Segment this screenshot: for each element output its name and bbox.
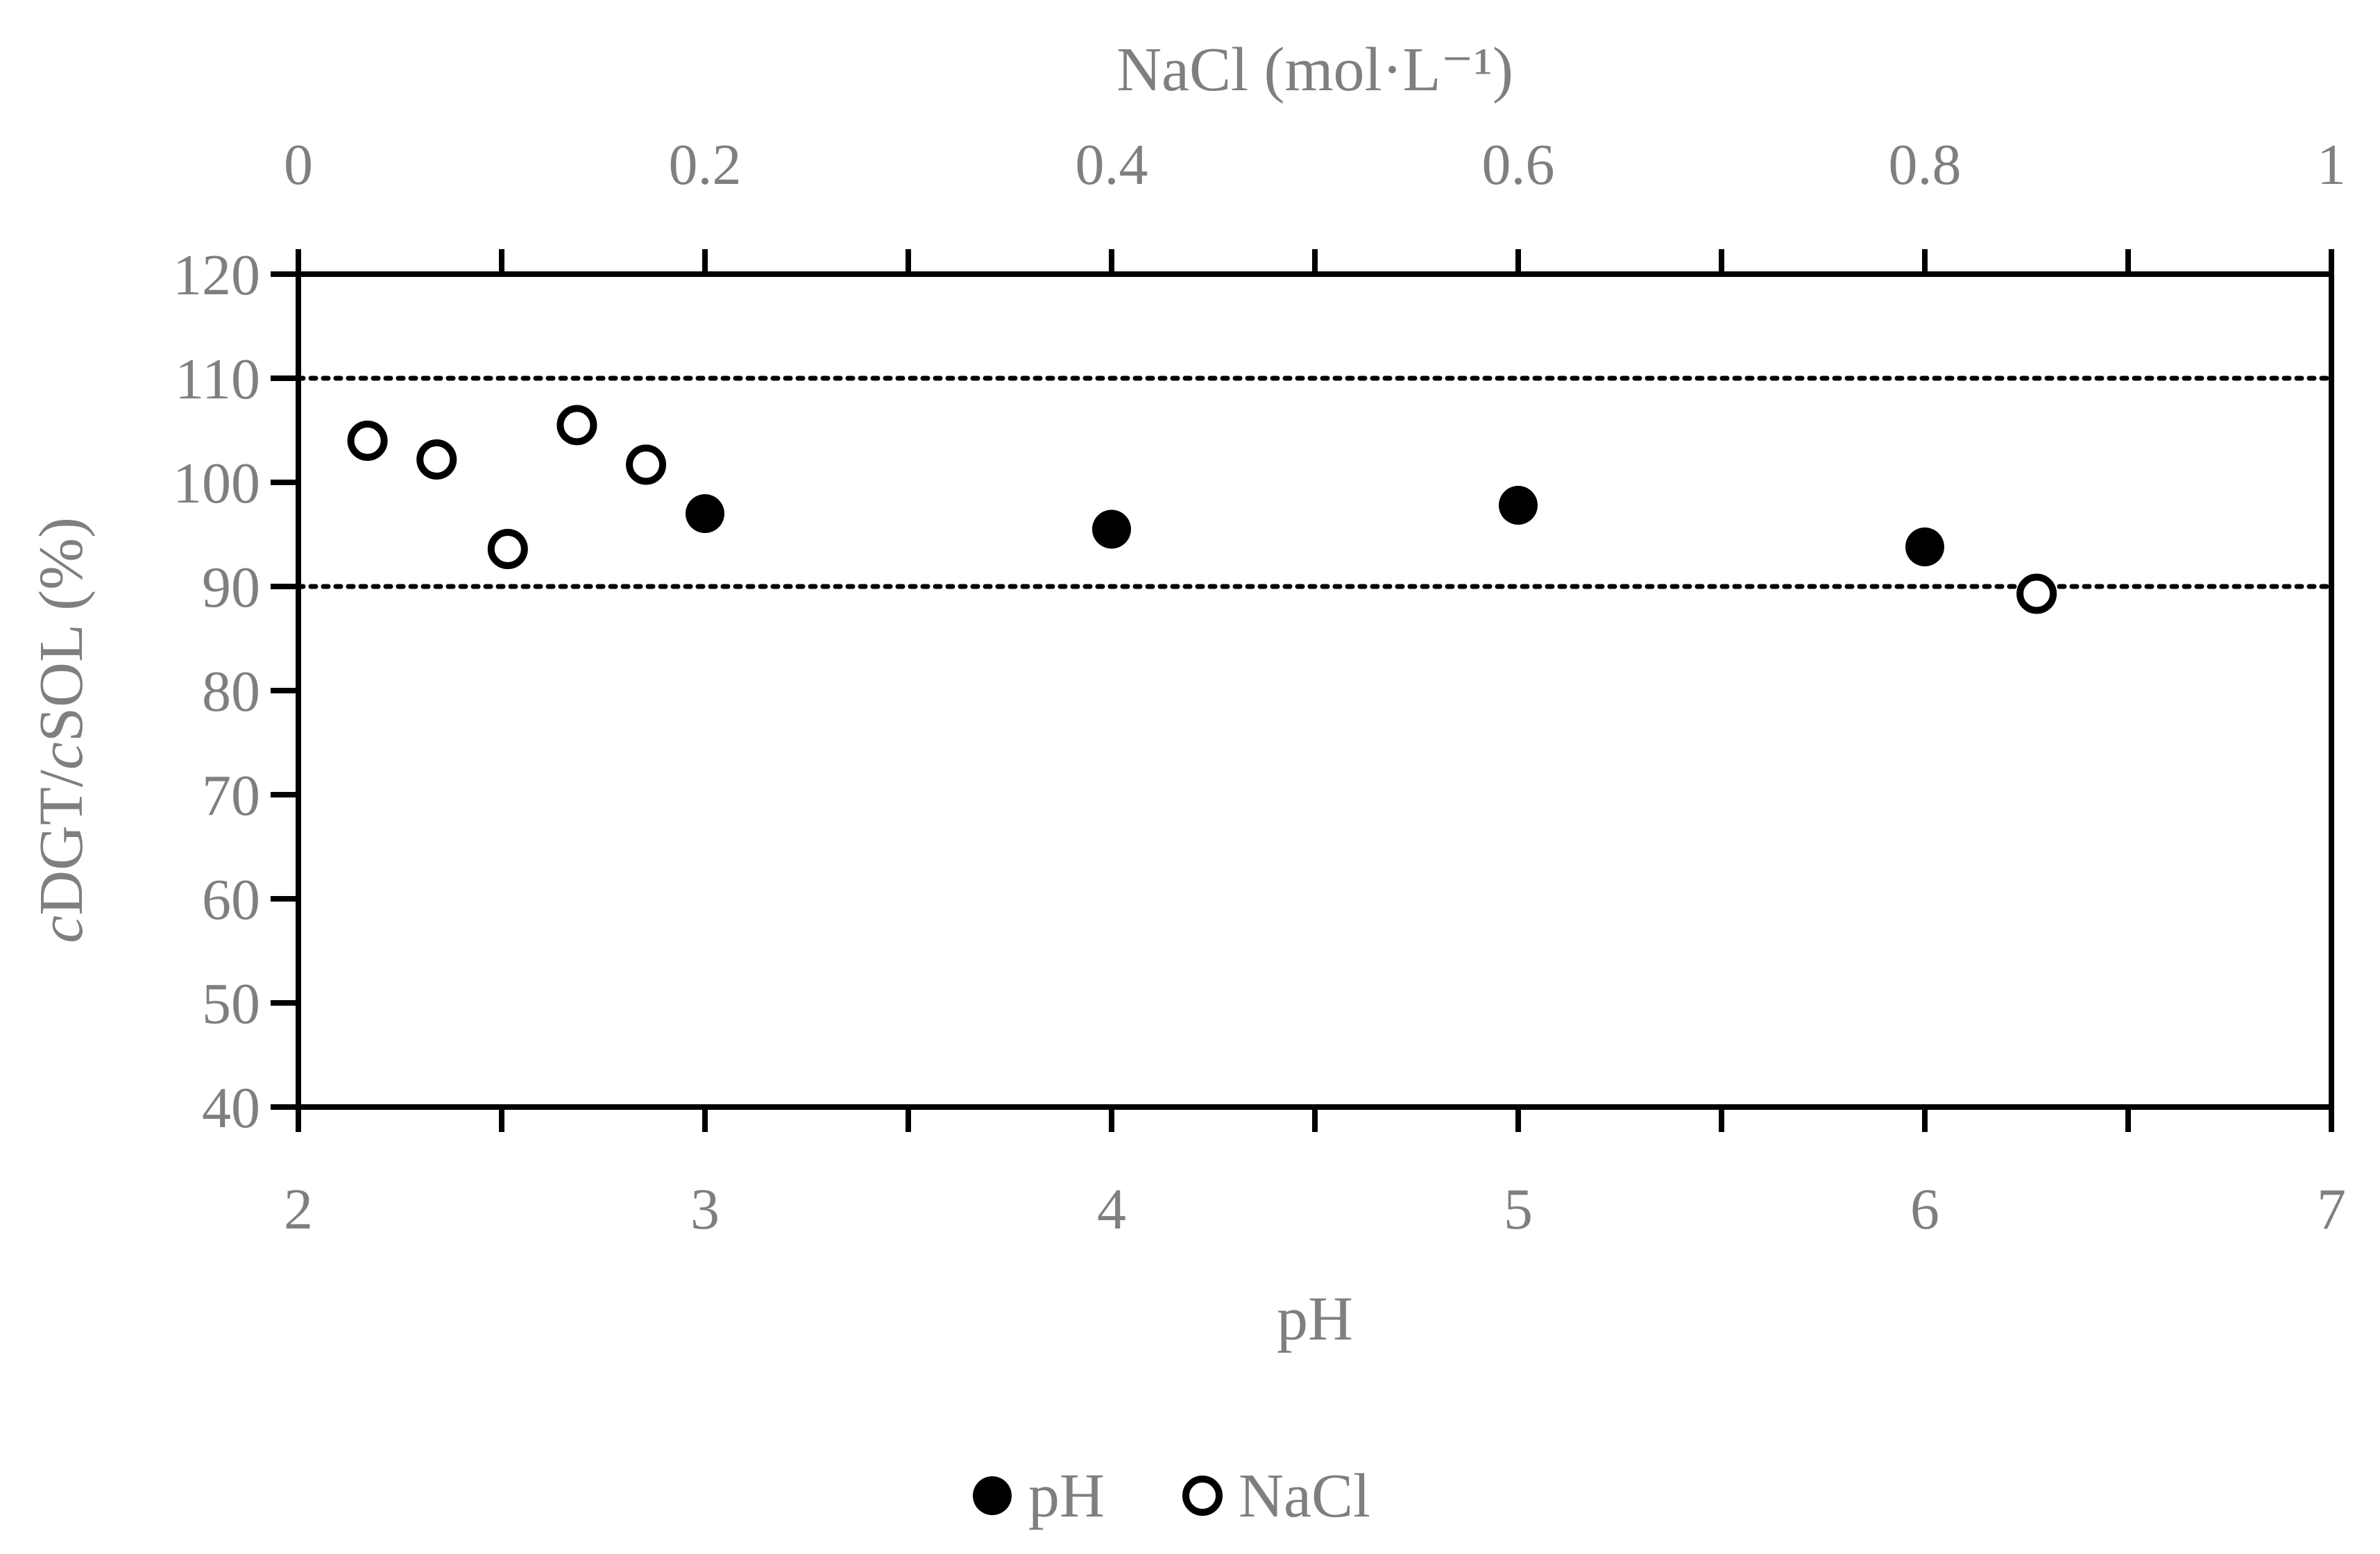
x-tick-label: 2 bbox=[284, 1177, 313, 1242]
legend-label-ph: pH bbox=[1028, 1462, 1105, 1530]
y-tick-label: 90 bbox=[202, 555, 260, 620]
x2-tick-label: 0.8 bbox=[1889, 133, 1962, 197]
y-axis-title-part-3: c bbox=[27, 742, 96, 770]
y-tick-label: 40 bbox=[202, 1076, 260, 1140]
x-tick-label: 3 bbox=[690, 1177, 720, 1242]
y-tick-label: 70 bbox=[202, 763, 260, 828]
point-nacl-2 bbox=[487, 529, 528, 569]
y-axis-title-part-1: c bbox=[27, 915, 96, 943]
reference-lines bbox=[296, 375, 2334, 589]
tick-marks bbox=[271, 249, 2334, 1132]
point-nacl-3 bbox=[556, 405, 597, 446]
point-nacl-5 bbox=[2016, 573, 2057, 614]
x2-tick-label: 0 bbox=[284, 133, 313, 197]
x2-tick-label: 1 bbox=[2317, 133, 2346, 197]
y-tick-label: 120 bbox=[173, 243, 260, 307]
x2-tick-label: 0.2 bbox=[669, 133, 742, 197]
point-nacl-0 bbox=[347, 421, 388, 461]
point-ph-1 bbox=[1092, 509, 1131, 549]
point-nacl-4 bbox=[626, 444, 667, 485]
y-axis-title: cDGT/cSOL (%) bbox=[27, 517, 96, 943]
x-axis-title: pH bbox=[1277, 1285, 1353, 1353]
point-ph-0 bbox=[686, 494, 724, 533]
x-tick-label: 6 bbox=[1910, 1177, 1939, 1242]
y-tick-label: 50 bbox=[202, 972, 260, 1036]
x2-tick-label: 0.4 bbox=[1076, 133, 1148, 197]
y-tick-label: 60 bbox=[202, 868, 260, 932]
point-nacl-1 bbox=[416, 439, 457, 480]
x2-tick-label: 0.6 bbox=[1482, 133, 1555, 197]
legend-marker-nacl bbox=[1182, 1476, 1223, 1516]
x-tick-label: 5 bbox=[1504, 1177, 1533, 1242]
x2-axis-title: NaCl (mol·L⁻¹) bbox=[1116, 35, 1513, 104]
x-tick-label: 4 bbox=[1097, 1177, 1126, 1242]
data-points bbox=[347, 405, 2057, 614]
y-axis-title-part-2: DGT/ bbox=[27, 770, 96, 915]
x-tick-label: 7 bbox=[2317, 1177, 2346, 1242]
legend: pH NaCl bbox=[973, 1462, 1370, 1530]
point-ph-3 bbox=[1905, 527, 1944, 566]
tick-labels: 2 3 4 5 6 70 0.2 0.4 0.6 0.8 140506070809010011012… bbox=[173, 133, 2346, 1242]
legend-marker-ph bbox=[973, 1476, 1012, 1515]
y-tick-label: 110 bbox=[175, 347, 260, 412]
legend-label-nacl: NaCl bbox=[1239, 1462, 1370, 1530]
y-tick-label: 100 bbox=[173, 451, 260, 516]
y-tick-label: 80 bbox=[202, 659, 260, 724]
y-axis-title-part-4: SOL (%) bbox=[27, 517, 96, 742]
point-ph-2 bbox=[1499, 486, 1538, 525]
